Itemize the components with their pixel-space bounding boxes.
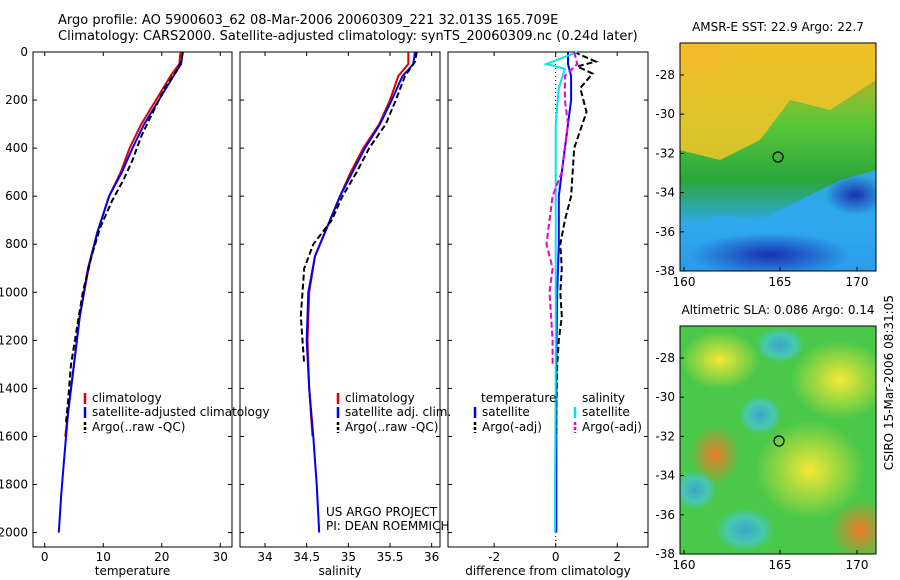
x-tick-label: 2 [613,550,621,564]
map-frame-2 [679,325,877,555]
series-line-2-3 [299,51,418,365]
legend-salinity-header: salinity [582,391,625,405]
x-tick-label: 20 [154,550,169,564]
map-y-tick-label: -30 [655,107,675,121]
legend-temperature-header: temperature [481,391,556,405]
x-tick-label: 34.5 [293,550,320,564]
x-tick-label: 35.5 [377,550,404,564]
map-x-tick-label: 165 [769,275,792,289]
annotation-pi: PI: DEAN ROEMMICH [326,519,449,533]
series-line-2-1 [306,52,410,437]
series-line-2-2 [305,51,416,533]
series-line-1-1 [64,51,182,437]
map-y-tick-label: -34 [655,469,675,483]
climatology-title: Climatology: CARS2000. Satellite-adjuste… [58,29,638,44]
argo-float-marker [773,435,785,447]
map-y-tick-label: -30 [655,390,675,404]
x-tick-label: 36 [424,550,439,564]
series-line-1-3 [64,51,184,425]
annotation-project: US ARGO PROJECT [326,505,438,519]
x-tick-label: 34 [257,550,272,564]
map-y-tick-label: -38 [655,547,675,561]
x-tick-label: -2 [488,550,500,564]
x-tick-label: 10 [96,550,111,564]
y-tick-label: 1800 [0,478,28,492]
map-x-tick-label: 170 [846,558,869,572]
x-tick-label: 35 [341,550,356,564]
map-y-tick-label: -36 [655,225,675,239]
argo-float-marker [772,151,784,163]
map-title: Altimetric SLA: 0.086 Argo: 0.14 [681,303,874,317]
map-y-tick-label: -36 [655,508,675,522]
map-y-tick-label: -38 [655,264,675,278]
legend-satellite-label: satellite-adjusted climatology [92,405,270,419]
y-tick-label: 600 [5,189,28,203]
legend-s-satellite-label: satellite [582,405,630,419]
map-y-tick-label: -32 [655,429,675,443]
y-tick-label: 0 [20,45,28,59]
map-y-tick-label: -28 [655,68,675,82]
map-y-tick-label: -32 [655,146,675,160]
legend-climatology-label: climatology [92,391,162,405]
y-tick-label: 1200 [0,333,28,347]
y-tick-label: 400 [5,141,28,155]
panel-frame-1 [32,51,233,548]
y-tick-label: 1400 [0,381,28,395]
legend-t-argo-label: Argo(-adj) [482,420,542,434]
map-x-tick-label: 160 [673,275,696,289]
legend-t-satellite-label: satellite [482,405,530,419]
legend-s-argo-label: Argo(-adj) [582,420,642,434]
sst-map [680,43,876,271]
series-line-3-3 [543,51,578,533]
sla-map [680,326,876,554]
x-tick-label: 0 [41,550,49,564]
map-y-tick-label: -28 [655,351,675,365]
timestamp-stamp: CSIRO 15-Mar-2006 08:31:05 [882,295,896,470]
y-tick-label: 1600 [0,429,28,443]
y-tick-label: 2000 [0,526,28,540]
y-tick-label: 1000 [0,285,28,299]
x-axis-label: temperature [95,564,170,578]
series-line-1-2 [57,51,184,533]
legend-climatology-label: climatology [345,391,415,405]
legend-argo-label: Argo(..raw -QC) [345,420,438,434]
map-x-tick-label: 160 [673,558,696,572]
series-line-3-2 [555,51,599,437]
legend-argo-label: Argo(..raw -QC) [92,420,185,434]
map-x-tick-label: 165 [769,558,792,572]
x-axis-label: salinity [318,564,361,578]
profile-title: Argo profile: AO 5900603_62 08-Mar-2006 … [58,13,559,28]
map-frame-1 [679,42,877,272]
panel-frame-2 [239,51,441,548]
legend-satellite-label: satellite adj. clim. [345,405,451,419]
y-tick-label: 200 [5,93,28,107]
series-line-3-4 [545,51,579,365]
map-title: AMSR-E SST: 22.9 Argo: 22.7 [692,20,864,34]
map-y-tick-label: -34 [655,186,675,200]
y-tick-label: 800 [5,237,28,251]
map-x-tick-label: 170 [846,275,869,289]
panel-frame-3 [447,51,649,548]
x-tick-label: 30 [213,550,228,564]
x-tick-label: 0 [552,550,560,564]
x-axis-label: difference from climatology [465,564,631,578]
